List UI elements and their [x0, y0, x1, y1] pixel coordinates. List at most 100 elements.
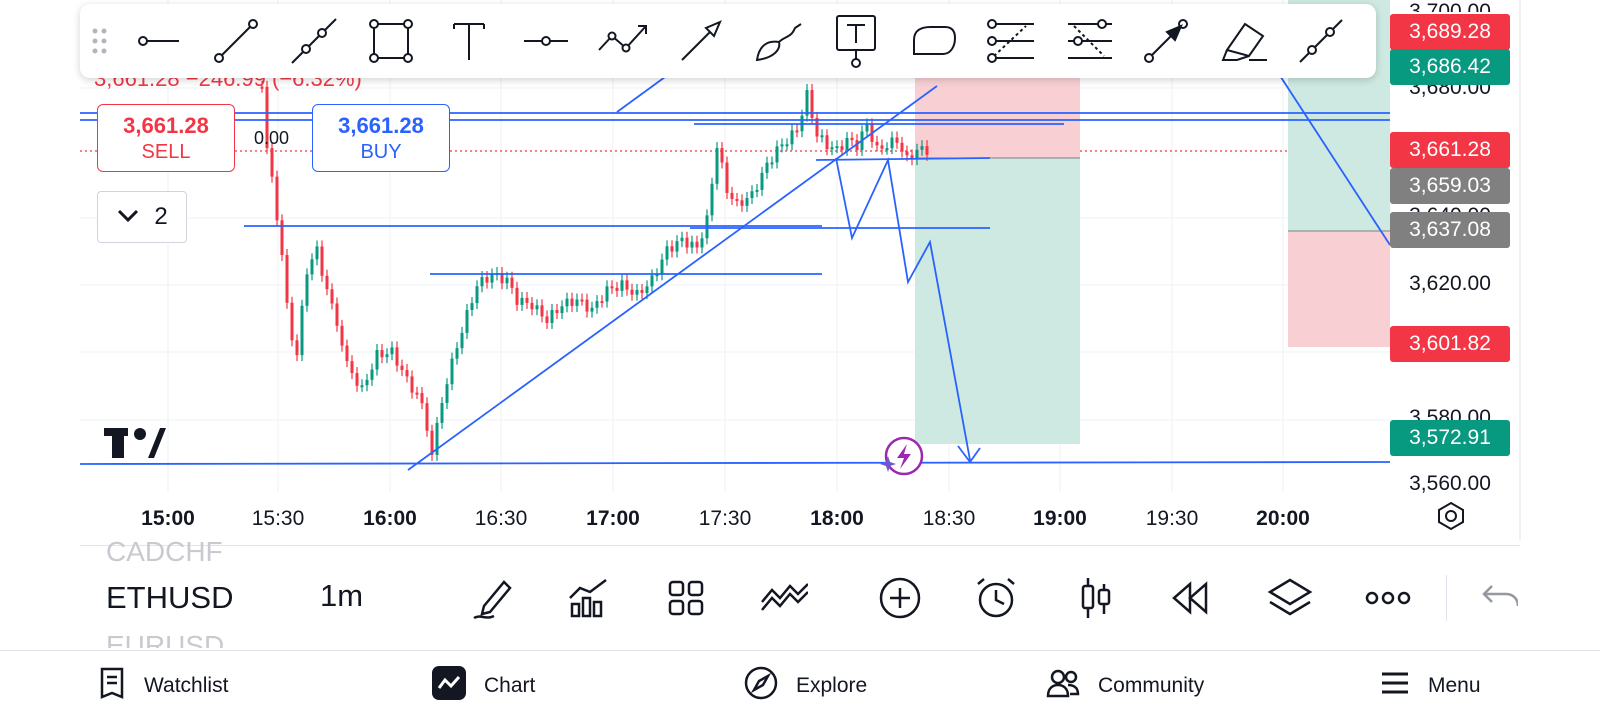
time-label: 16:30: [474, 507, 528, 530]
previous-symbol[interactable]: CADCHF: [106, 536, 223, 567]
next-symbol[interactable]: EURUSD: [106, 630, 225, 648]
time-label: 18:30: [922, 507, 976, 530]
buy-price: 3,661.28: [338, 112, 424, 138]
candle-body: [305, 274, 309, 306]
compare-icon[interactable]: [760, 574, 808, 622]
nav-community[interactable]: Community: [1046, 666, 1204, 706]
community-icon: [1046, 668, 1080, 704]
nav-explore[interactable]: Explore: [744, 666, 867, 706]
candle-body: [430, 430, 434, 455]
arrow-head: [957, 445, 981, 464]
brush-tool-icon[interactable]: [740, 11, 818, 71]
candle-body: [865, 124, 869, 132]
candle-body: [730, 192, 734, 199]
quantity-selector[interactable]: 2: [97, 191, 187, 243]
rectangle-tool-icon[interactable]: [353, 11, 431, 71]
bottom-navigation: [0, 650, 1600, 721]
fib-retracement-tool-icon[interactable]: [973, 11, 1051, 71]
candle-body: [545, 316, 549, 323]
candle-body: [910, 155, 914, 160]
candle-body: [750, 191, 754, 198]
price-label: 3,700.00: [1409, 0, 1491, 12]
add-circle-icon[interactable]: [876, 574, 924, 622]
candle-body: [520, 297, 524, 305]
text-note-tool-icon[interactable]: [818, 11, 896, 71]
trend-line-tool-icon[interactable]: [198, 11, 276, 71]
sell-price: 3,661.28: [123, 112, 209, 138]
layouts-grid-icon[interactable]: [662, 574, 710, 622]
chart-area[interactable]: 3,700.00 3,680.00 3,640.00 3,620.00 3,580.00…: [0, 0, 1600, 540]
arrow-marker-tool-icon[interactable]: [1128, 11, 1206, 71]
candle-body: [700, 238, 704, 248]
nav-menu[interactable]: Menu: [1380, 666, 1481, 706]
sell-button[interactable]: 3,661.28 SELL: [97, 104, 235, 172]
callout-tool-icon[interactable]: [895, 11, 973, 71]
extended-line-tool-icon[interactable]: [275, 11, 353, 71]
candle-body: [405, 370, 409, 377]
candle-body: [390, 347, 394, 355]
path-tool-icon[interactable]: [585, 11, 663, 71]
highlighter-tool-icon[interactable]: [1205, 11, 1283, 71]
candle-body: [535, 305, 539, 310]
price-badge: 3,689.28: [1390, 14, 1510, 50]
candle-body: [480, 277, 484, 287]
text-tool-icon[interactable]: [430, 11, 508, 71]
drag-handle-icon[interactable]: [80, 26, 120, 56]
arrow-tool-icon[interactable]: [663, 11, 741, 71]
candle-body: [335, 303, 339, 326]
tradingview-logo-icon: [104, 428, 166, 465]
candle-body: [330, 289, 334, 304]
nav-watchlist[interactable]: Watchlist: [98, 666, 228, 706]
candle-body: [375, 350, 379, 370]
fib-extension-tool-icon[interactable]: [1050, 11, 1128, 71]
indicators-icon[interactable]: [564, 574, 612, 622]
nav-chart[interactable]: Chart: [432, 666, 535, 706]
candle-body: [785, 144, 789, 147]
symbol-name[interactable]: ETHUSD: [106, 580, 234, 615]
horizontal-line-tool-icon[interactable]: [508, 11, 586, 71]
more-dots-icon[interactable]: [1364, 574, 1412, 622]
time-label: 15:00: [141, 507, 195, 530]
candle-body: [300, 305, 304, 356]
candle-body: [770, 162, 774, 165]
nav-label: Community: [1098, 674, 1205, 697]
interval-selector[interactable]: 1m: [320, 578, 364, 613]
candle-body: [740, 200, 744, 206]
undo-icon[interactable]: [1478, 574, 1518, 622]
candle-body: [315, 246, 319, 260]
horizontal-ray-tool-icon[interactable]: [120, 11, 198, 71]
candle-body: [280, 220, 284, 256]
ray-tool-icon[interactable]: [1283, 11, 1361, 71]
candle-body: [685, 237, 689, 248]
alarm-clock-icon[interactable]: [972, 574, 1020, 622]
settings-hexagon-icon[interactable]: [1435, 500, 1467, 537]
price-chart[interactable]: [0, 0, 1600, 540]
candle-body: [655, 274, 659, 277]
lightning-icon[interactable]: [880, 436, 924, 485]
time-label: 18:00: [810, 507, 864, 530]
take-profit-zone: [915, 158, 1080, 444]
candle-body: [540, 305, 544, 317]
nav-label: Watchlist: [144, 674, 229, 697]
replay-icon[interactable]: [1166, 574, 1214, 622]
toolbar-separator: [1446, 575, 1447, 621]
candle-body: [830, 147, 834, 150]
buy-button[interactable]: 3,661.28 BUY: [312, 104, 450, 172]
candle-body: [485, 277, 489, 283]
price-badge: 3,572.91: [1390, 420, 1510, 456]
candle-body: [275, 176, 279, 221]
time-label: 19:30: [1145, 507, 1199, 530]
candle-body: [600, 301, 604, 304]
candlestick-series: [260, 80, 929, 461]
nav-label: Chart: [484, 674, 536, 697]
stop-loss-zone: [915, 74, 1080, 158]
layers-icon[interactable]: [1266, 574, 1314, 622]
compass-icon: [744, 666, 778, 706]
candle-body: [610, 286, 614, 289]
candle-body: [620, 280, 624, 291]
candle-bars-icon[interactable]: [1072, 574, 1120, 622]
candle-body: [925, 146, 929, 155]
candle-body: [345, 345, 349, 362]
pencil-icon[interactable]: [468, 574, 516, 622]
candle-body: [260, 86, 264, 89]
